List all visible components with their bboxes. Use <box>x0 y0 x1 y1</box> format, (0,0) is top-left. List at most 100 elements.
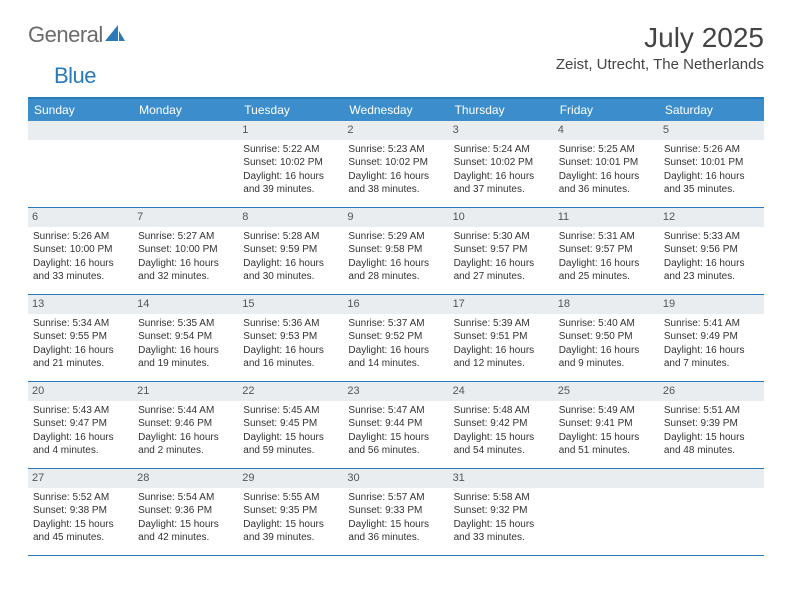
month-title: July 2025 <box>556 22 764 54</box>
brand-logo: General <box>28 22 127 48</box>
daylight-text: Daylight: 15 hours and 39 minutes. <box>243 518 338 545</box>
day-number: 8 <box>238 208 343 227</box>
sunrise-text: Sunrise: 5:49 AM <box>559 404 654 418</box>
day-number: 29 <box>238 469 343 488</box>
calendar-day-cell: 21Sunrise: 5:44 AMSunset: 9:46 PMDayligh… <box>133 382 238 468</box>
calendar-day-cell: 12Sunrise: 5:33 AMSunset: 9:56 PMDayligh… <box>659 208 764 294</box>
sunset-text: Sunset: 9:55 PM <box>33 330 128 344</box>
calendar-day-cell: 11 Sunrise: 5:31 AMSunset: 9:57 PMDayligh… <box>554 208 659 294</box>
calendar-day-cell: 28Sunrise: 5:54 AMSunset: 9:36 PMDayligh… <box>133 469 238 555</box>
calendar-day-cell: 16Sunrise: 5:37 AMSunset: 9:52 PMDayligh… <box>343 295 448 381</box>
calendar-day-cell: 9Sunrise: 5:29 AMSunset: 9:58 PMDaylight… <box>343 208 448 294</box>
day-number: 14 <box>133 295 238 314</box>
sunrise-text: Sunrise: 5:30 AM <box>454 230 549 244</box>
day-number: 20 <box>28 382 133 401</box>
sunrise-text: Sunrise: 5:27 AM <box>138 230 233 244</box>
sunset-text: Sunset: 9:50 PM <box>559 330 654 344</box>
weekday-header: Friday <box>554 99 659 121</box>
sunrise-text: Sunrise: 5:23 AM <box>348 143 443 157</box>
day-number: 10 <box>449 208 554 227</box>
calendar-day-cell <box>133 121 238 207</box>
sunset-text: Sunset: 10:00 PM <box>138 243 233 257</box>
weekday-header: Thursday <box>449 99 554 121</box>
calendar-day-cell: 1Sunrise: 5:22 AMSunset: 10:02 PMDayligh… <box>238 121 343 207</box>
calendar-week-row: 27Sunrise: 5:52 AMSunset: 9:38 PMDayligh… <box>28 469 764 556</box>
sunrise-text: Sunrise: 5:48 AM <box>454 404 549 418</box>
day-number: 6 <box>28 208 133 227</box>
sunset-text: Sunset: 9:32 PM <box>454 504 549 518</box>
daylight-text: Daylight: 16 hours and 30 minutes. <box>243 257 338 284</box>
daylight-text: Daylight: 15 hours and 33 minutes. <box>454 518 549 545</box>
calendar-day-cell: 15Sunrise: 5:36 AMSunset: 9:53 PMDayligh… <box>238 295 343 381</box>
daylight-text: Daylight: 16 hours and 36 minutes. <box>559 170 654 197</box>
sunrise-text: Sunrise: 5:44 AM <box>138 404 233 418</box>
brand-name-b: Blue <box>54 63 96 88</box>
sunset-text: Sunset: 9:53 PM <box>243 330 338 344</box>
sunset-text: Sunset: 10:02 PM <box>454 156 549 170</box>
weekday-header: Saturday <box>659 99 764 121</box>
daylight-text: Daylight: 15 hours and 56 minutes. <box>348 431 443 458</box>
daylight-text: Daylight: 15 hours and 51 minutes. <box>559 431 654 458</box>
sunrise-text: Sunrise: 5:45 AM <box>243 404 338 418</box>
sunset-text: Sunset: 10:00 PM <box>33 243 128 257</box>
sunrise-text: Sunrise: 5:35 AM <box>138 317 233 331</box>
calendar-week-row: 1Sunrise: 5:22 AMSunset: 10:02 PMDayligh… <box>28 121 764 208</box>
sunset-text: Sunset: 9:47 PM <box>33 417 128 431</box>
daylight-text: Daylight: 15 hours and 45 minutes. <box>33 518 128 545</box>
calendar-day-cell: 27Sunrise: 5:52 AMSunset: 9:38 PMDayligh… <box>28 469 133 555</box>
calendar-day-cell: 17Sunrise: 5:39 AMSunset: 9:51 PMDayligh… <box>449 295 554 381</box>
sunrise-text: Sunrise: 5:31 AM <box>559 230 654 244</box>
day-number: 5 <box>659 121 764 140</box>
day-number: 11 <box>554 208 659 227</box>
calendar-week-row: 13Sunrise: 5:34 AMSunset: 9:55 PMDayligh… <box>28 295 764 382</box>
day-number: 30 <box>343 469 448 488</box>
sunset-text: Sunset: 9:36 PM <box>138 504 233 518</box>
calendar-week-row: 6Sunrise: 5:26 AMSunset: 10:00 PMDayligh… <box>28 208 764 295</box>
daylight-text: Daylight: 16 hours and 38 minutes. <box>348 170 443 197</box>
day-number: 13 <box>28 295 133 314</box>
daylight-text: Daylight: 16 hours and 25 minutes. <box>559 257 654 284</box>
sunrise-text: Sunrise: 5:39 AM <box>454 317 549 331</box>
sunset-text: Sunset: 10:01 PM <box>664 156 759 170</box>
calendar-day-cell: 3Sunrise: 5:24 AMSunset: 10:02 PMDayligh… <box>449 121 554 207</box>
sunrise-text: Sunrise: 5:29 AM <box>348 230 443 244</box>
daylight-text: Daylight: 15 hours and 36 minutes. <box>348 518 443 545</box>
sunset-text: Sunset: 9:42 PM <box>454 417 549 431</box>
daylight-text: Daylight: 15 hours and 54 minutes. <box>454 431 549 458</box>
day-number: 26 <box>659 382 764 401</box>
sunset-text: Sunset: 9:35 PM <box>243 504 338 518</box>
daylight-text: Daylight: 16 hours and 33 minutes. <box>33 257 128 284</box>
daylight-text: Daylight: 16 hours and 21 minutes. <box>33 344 128 371</box>
weekday-header: Tuesday <box>238 99 343 121</box>
day-number: 23 <box>343 382 448 401</box>
calendar-day-cell: 24Sunrise: 5:48 AMSunset: 9:42 PMDayligh… <box>449 382 554 468</box>
sunset-text: Sunset: 10:02 PM <box>243 156 338 170</box>
sunrise-text: Sunrise: 5:40 AM <box>559 317 654 331</box>
weekday-header: Monday <box>133 99 238 121</box>
daylight-text: Daylight: 16 hours and 37 minutes. <box>454 170 549 197</box>
day-number: 4 <box>554 121 659 140</box>
calendar-day-cell: 5Sunrise: 5:26 AMSunset: 10:01 PMDayligh… <box>659 121 764 207</box>
calendar-day-cell: 25Sunrise: 5:49 AMSunset: 9:41 PMDayligh… <box>554 382 659 468</box>
sunrise-text: Sunrise: 5:55 AM <box>243 491 338 505</box>
sunrise-text: Sunrise: 5:43 AM <box>33 404 128 418</box>
day-number: 2 <box>343 121 448 140</box>
calendar-day-cell: 19Sunrise: 5:41 AMSunset: 9:49 PMDayligh… <box>659 295 764 381</box>
sunset-text: Sunset: 9:56 PM <box>664 243 759 257</box>
sunrise-text: Sunrise: 5:26 AM <box>664 143 759 157</box>
sunrise-text: Sunrise: 5:51 AM <box>664 404 759 418</box>
sunrise-text: Sunrise: 5:34 AM <box>33 317 128 331</box>
sunrise-text: Sunrise: 5:24 AM <box>454 143 549 157</box>
calendar-day-cell: 7Sunrise: 5:27 AMSunset: 10:00 PMDayligh… <box>133 208 238 294</box>
sunrise-text: Sunrise: 5:25 AM <box>559 143 654 157</box>
daylight-text: Daylight: 16 hours and 39 minutes. <box>243 170 338 197</box>
daylight-text: Daylight: 16 hours and 19 minutes. <box>138 344 233 371</box>
sunset-text: Sunset: 9:57 PM <box>454 243 549 257</box>
calendar-day-cell: 29 Sunrise: 5:55 AMSunset: 9:35 PMDayligh… <box>238 469 343 555</box>
sunset-text: Sunset: 9:57 PM <box>559 243 654 257</box>
sunrise-text: Sunrise: 5:47 AM <box>348 404 443 418</box>
sunrise-text: Sunrise: 5:26 AM <box>33 230 128 244</box>
day-number: 21 <box>133 382 238 401</box>
calendar-day-cell: 20Sunrise: 5:43 AMSunset: 9:47 PMDayligh… <box>28 382 133 468</box>
day-number: 28 <box>133 469 238 488</box>
